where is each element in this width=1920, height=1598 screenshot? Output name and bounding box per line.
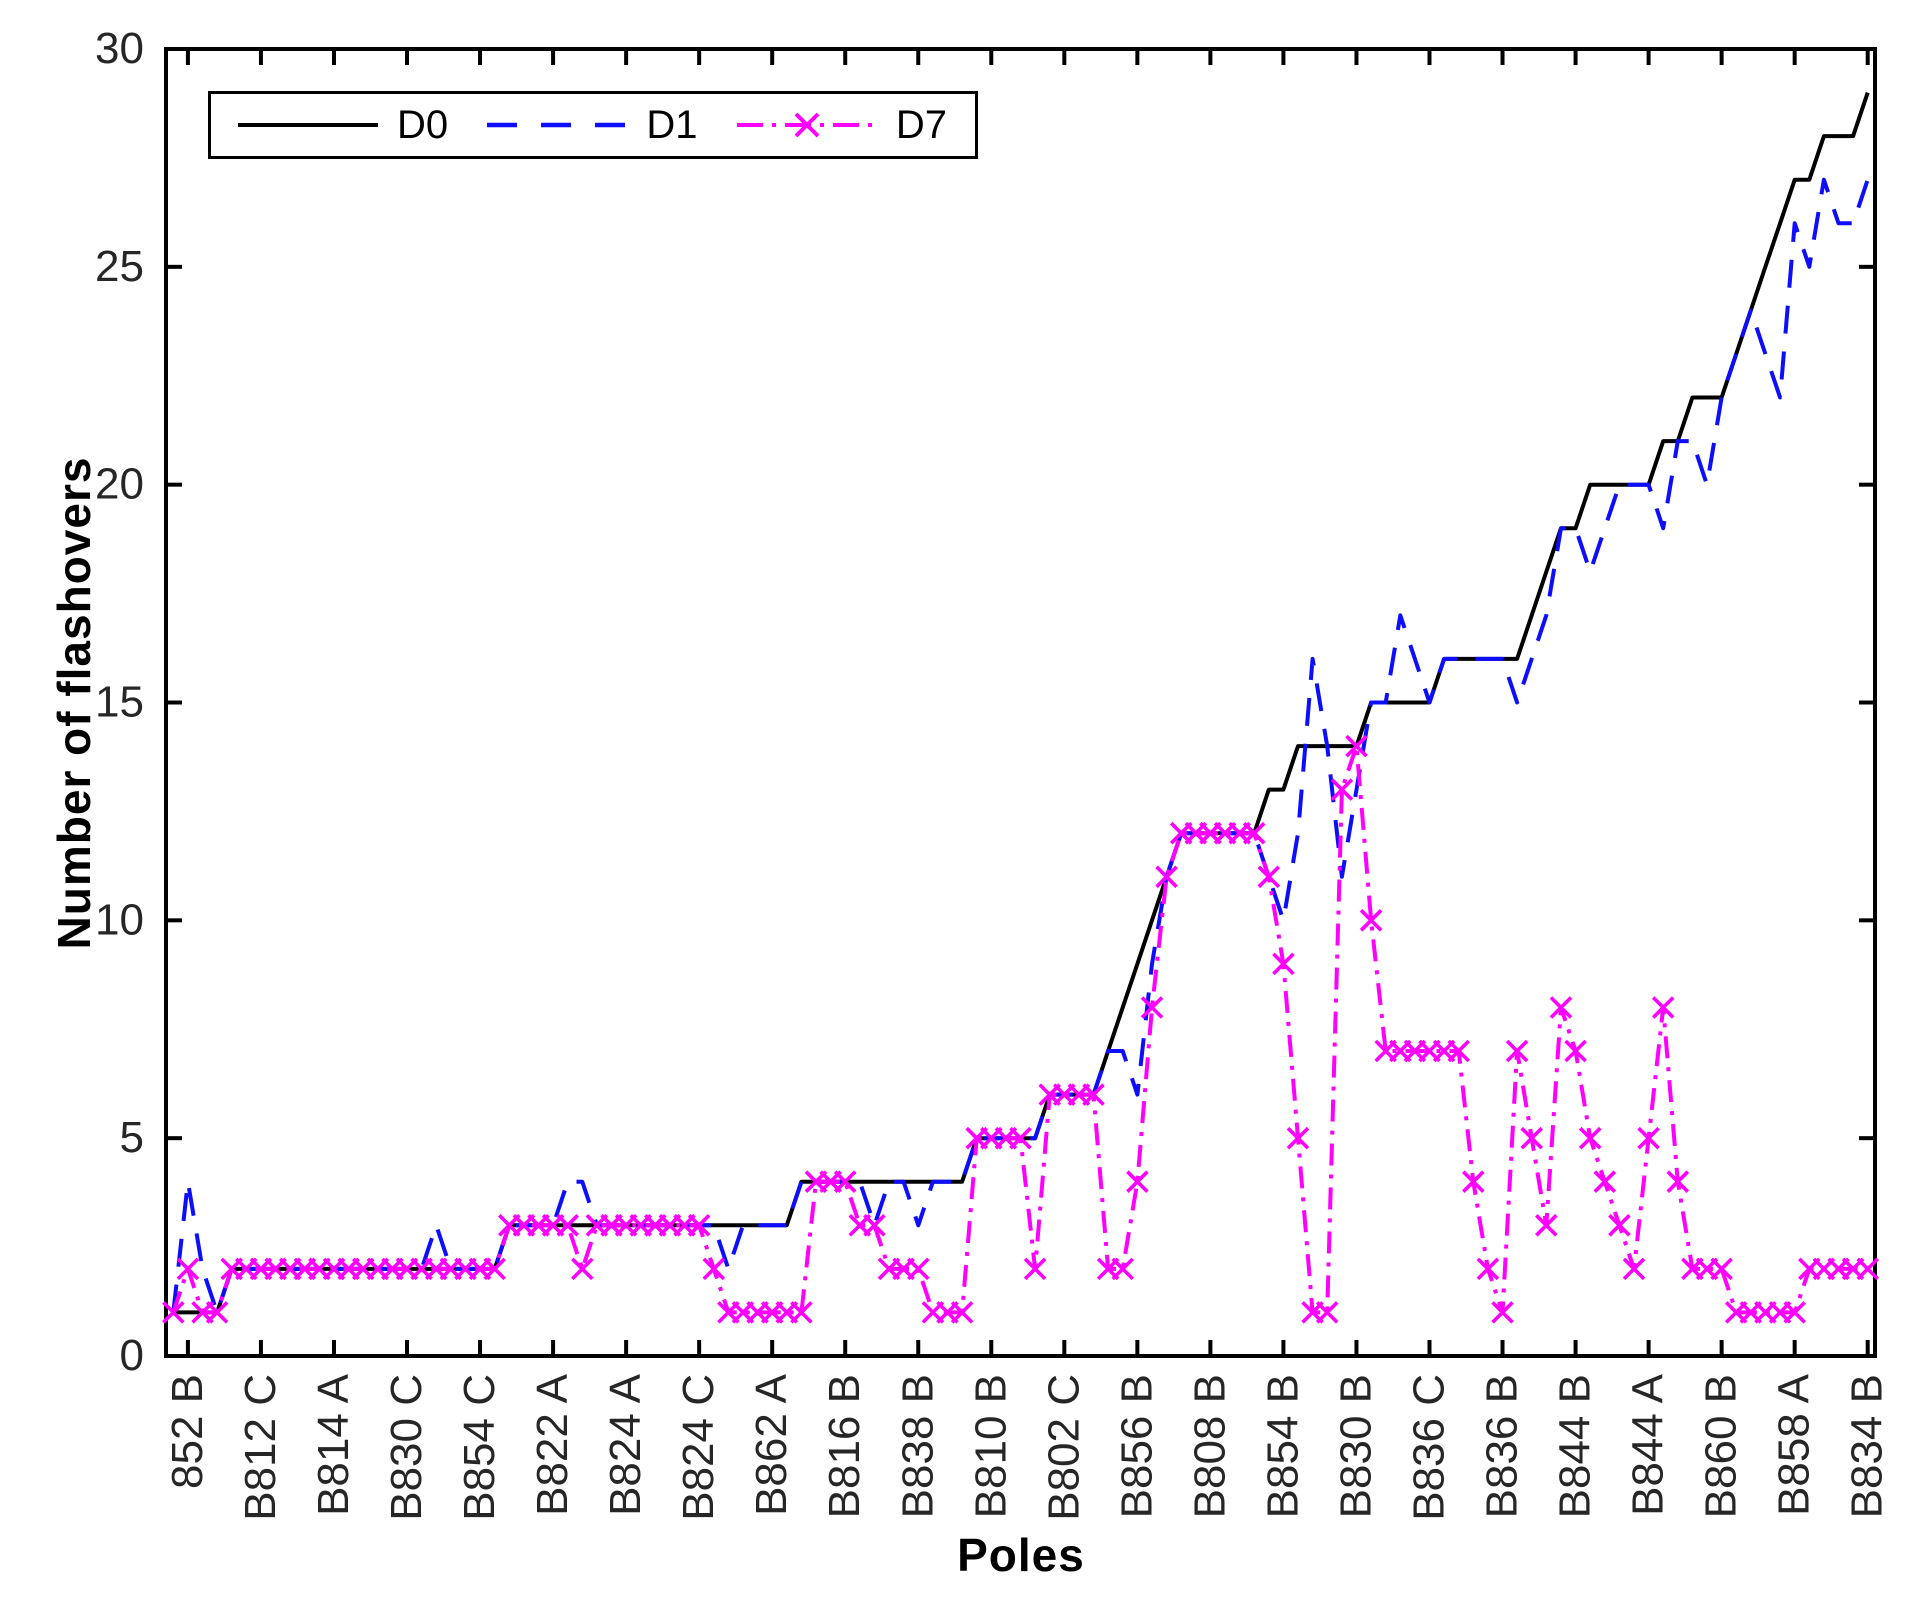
x-tick-label: B836 C [1404,1374,1453,1521]
x-tick-label: B830 B [1331,1374,1380,1518]
x-tick-label: B838 B [893,1374,942,1518]
legend-line-sample-d1 [487,122,628,128]
y-axis-title: Number of flashovers [48,456,100,950]
x-tick-label: B814 A [309,1373,358,1516]
y-tick-label: 0 [120,1331,144,1380]
x-tick-label: B854 B [1258,1374,1307,1518]
x-tick-label: B810 B [966,1374,1015,1518]
y-tick-label: 15 [95,678,144,727]
y-tick-label: 30 [95,24,144,73]
x-tick-label: B854 C [455,1374,504,1521]
series-d7-markers [162,734,1879,1324]
x-tick-label: B834 B [1843,1374,1892,1518]
x-tick-label: B830 C [382,1374,431,1521]
legend-item-d0: D0 [233,105,448,145]
y-tick-label: 20 [95,460,144,509]
y-tick-label: 5 [120,1113,144,1162]
axes: 0 5 10 15 20 25 30 852 B B812 C B814 A B830 C B854 … [95,24,1892,1521]
legend: D0 D1 D7 [208,91,978,159]
x-tick-label: B836 B [1478,1374,1527,1518]
x-tick-label: B824 A [601,1373,650,1516]
x-tick-label: B844 A [1624,1373,1673,1516]
legend-item-d1: D1 [482,103,698,147]
legend-line-sample-d7 [736,112,877,138]
x-tick-label: B816 B [820,1374,869,1518]
x-tick-label: B812 C [236,1374,285,1521]
x-tick-label: B802 C [1039,1374,1088,1521]
legend-item-d7: D7 [732,105,947,145]
x-tick-label: B858 A [1770,1373,1819,1516]
x-tick-label: B856 B [1112,1374,1161,1518]
series-d7 [162,734,1879,1324]
x-tick-label: B862 A [747,1373,796,1516]
x-axis-title: Poles [957,1529,1085,1581]
x-tick-label: B824 C [674,1374,723,1521]
x-tick-label: 852 B [163,1374,212,1489]
legend-label-d0: D0 [397,103,449,147]
x-tick-label: B822 A [528,1373,577,1516]
x-tick-label: B844 B [1551,1374,1600,1518]
series-d0 [173,91,1870,1315]
legend-line-sample-d0 [238,123,378,127]
legend-label-d7: D7 [895,103,947,147]
y-tick-label: 25 [95,242,144,291]
y-tick-label: 10 [95,895,144,944]
x-tick-label: B860 B [1697,1374,1746,1518]
x-tick-label: B808 B [1185,1374,1234,1518]
series-d1 [171,177,1870,1315]
legend-label-d1: D1 [646,103,698,147]
